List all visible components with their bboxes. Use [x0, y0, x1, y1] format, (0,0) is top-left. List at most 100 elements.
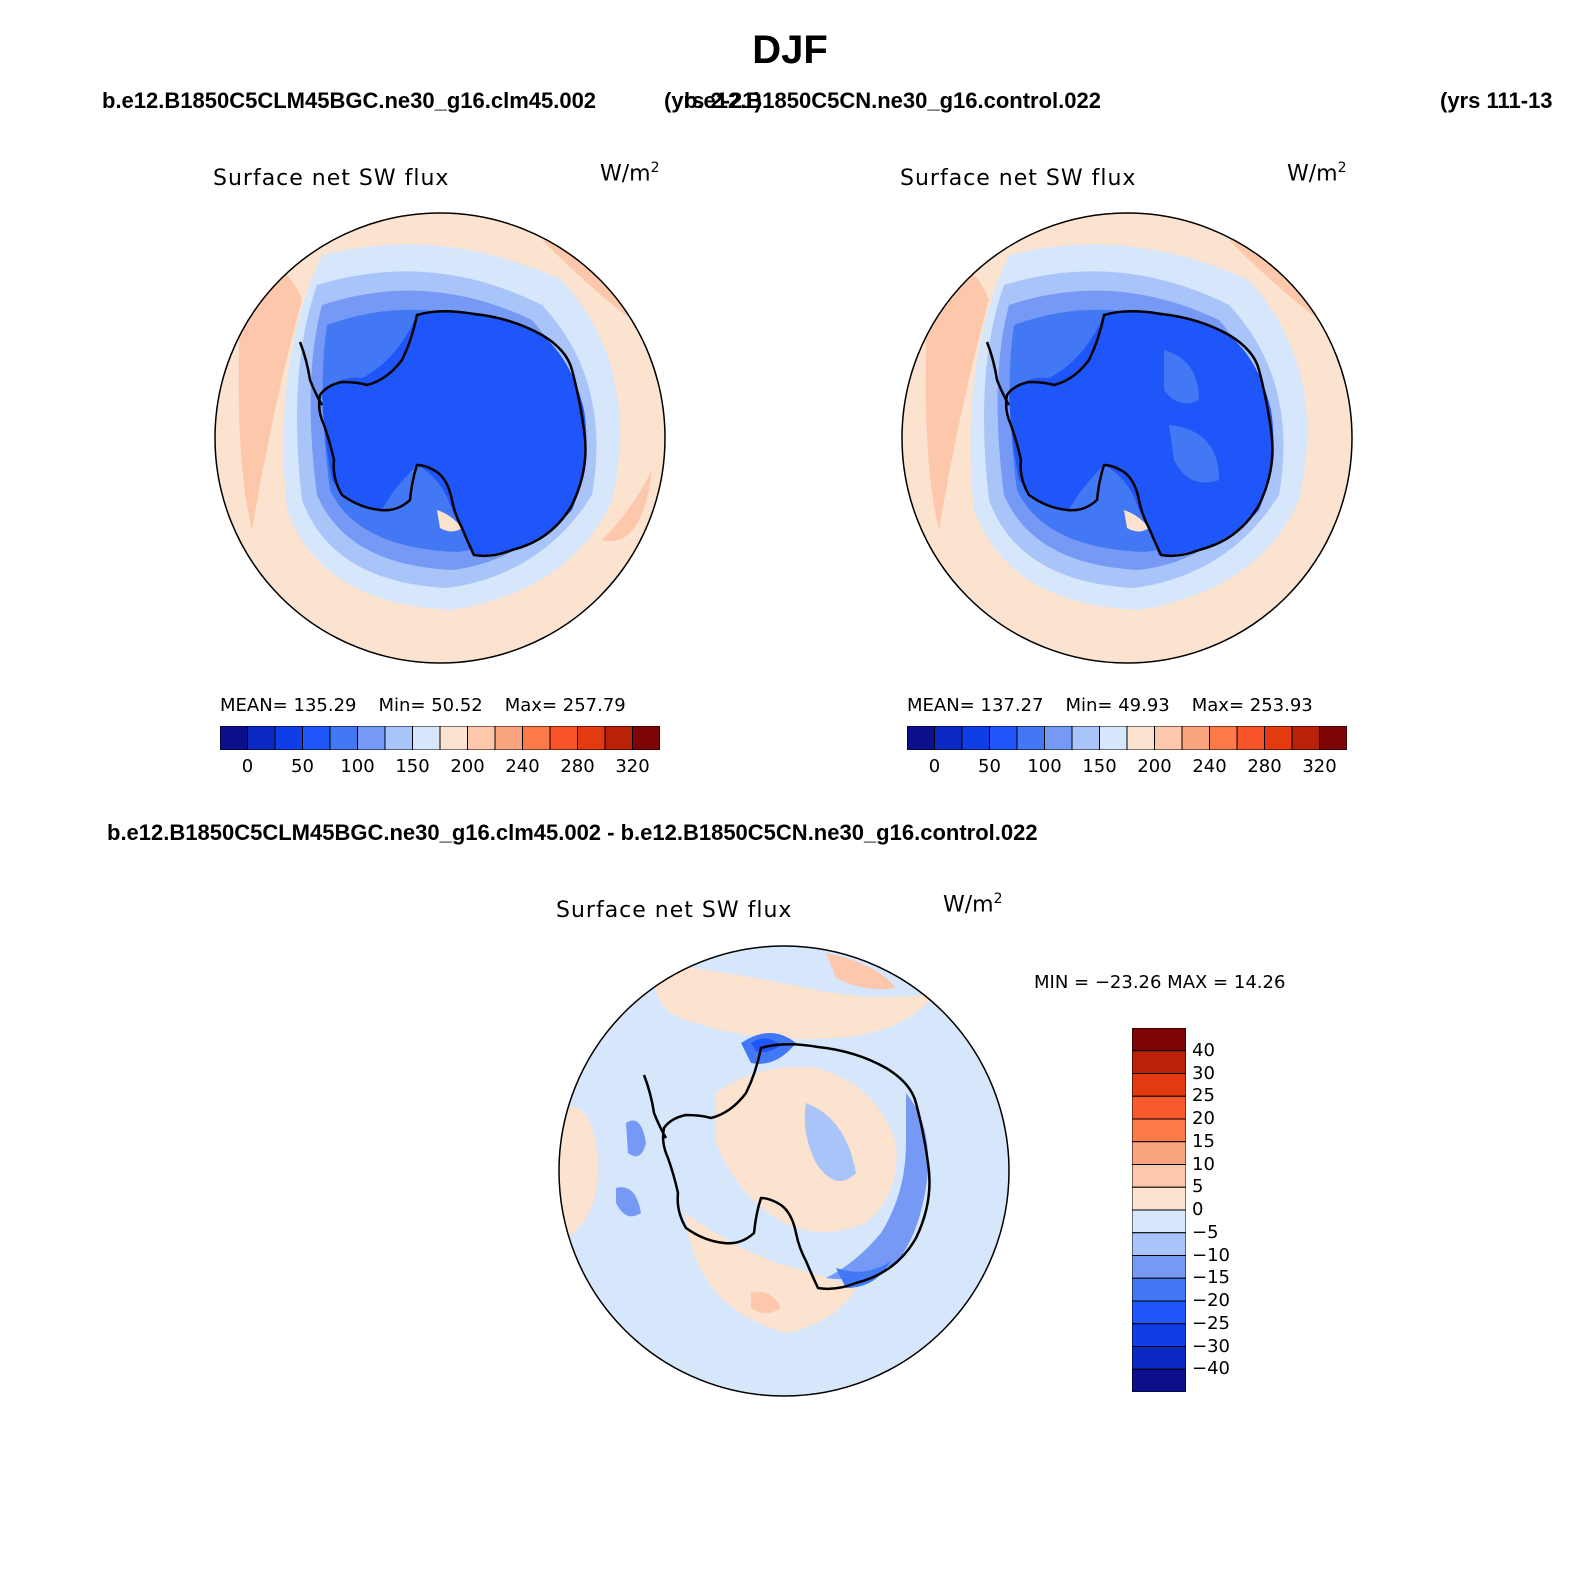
- panel1-peninsula-spot: [437, 510, 462, 532]
- panel2-colorbar-label: 320: [1302, 756, 1337, 777]
- diff-field-pos-west: [559, 1107, 598, 1243]
- panel2-polar-map: [901, 212, 1353, 664]
- panel1-field-50: [322, 311, 587, 555]
- diff-colorbar-box-8: [1132, 1209, 1186, 1234]
- diff-colorbar-label: 0: [1192, 1199, 1204, 1220]
- diff-colorbar-box-4: [1132, 1118, 1186, 1143]
- diff-colorbar-box-6: [1132, 1164, 1186, 1188]
- panel2-colorbar-box-4: [1016, 726, 1045, 750]
- panel2-mean: MEAN= 137.27: [907, 695, 1044, 716]
- diff-colorbar-label: −15: [1192, 1267, 1230, 1289]
- panel1-field-warm-se: [602, 470, 652, 542]
- panel2-field-50: [1009, 311, 1274, 555]
- diff-field-neg-east-coast: [826, 1093, 929, 1279]
- diff-field-neg-north-core: [751, 1038, 781, 1053]
- panel2-peninsula-coastline: [985, 341, 1011, 406]
- diff-colorbar-label: −40: [1192, 1358, 1230, 1380]
- panel2-colorbar-box-5: [1044, 726, 1073, 750]
- panel1-colorbar-box-4: [329, 726, 358, 750]
- diff-minmax: MIN = −23.26 MAX = 14.26: [1034, 972, 1286, 993]
- diff-polar-map: [558, 945, 1010, 1397]
- panel2-colorbar-box-8: [1126, 726, 1155, 750]
- panel1-max: Max= 257.79: [504, 695, 626, 716]
- diff-field-pos-north-10: [826, 953, 896, 990]
- diff-colorbar-box-9: [1132, 1232, 1186, 1256]
- panel2-colorbar-box-2: [961, 726, 990, 750]
- panel1-colorbar-label: 50: [291, 756, 314, 777]
- panel2-colorbar: [907, 726, 1347, 750]
- panel1-colorbar-box-8: [439, 726, 468, 750]
- diff-colorbar-label: 5: [1192, 1176, 1204, 1198]
- panel2-peninsula-spot: [1124, 510, 1149, 532]
- panel2-colorbar-box-12: [1236, 726, 1265, 750]
- panel2-colorbar-label: 50: [978, 756, 1001, 777]
- panel1-colorbar-box-15: [632, 726, 660, 750]
- panel1-min: Min= 50.52: [378, 695, 483, 716]
- diff-colorbar-label: −5: [1192, 1221, 1219, 1243]
- panel2-colorbar-box-3: [989, 726, 1018, 750]
- diff-colorbar-label: 10: [1192, 1153, 1215, 1175]
- panel1-colorbar-label: 280: [560, 756, 595, 777]
- panel2-colorbar-box-15: [1319, 726, 1347, 750]
- diff-colorbar-box-5: [1132, 1141, 1186, 1165]
- panel2-colorbar-box-0: [907, 726, 935, 750]
- panel1-colorbar-box-6: [384, 726, 413, 750]
- diff-colorbar-box-1: [1132, 1050, 1186, 1074]
- panel2-colorbar-box-10: [1181, 726, 1210, 750]
- diff-colorbar-label: 25: [1192, 1085, 1215, 1107]
- panel1-units: W/m2: [600, 160, 660, 187]
- panel1-colorbar-label: 200: [450, 756, 485, 777]
- diff-colorbar-box-0: [1132, 1028, 1186, 1052]
- panel2-colorbar-label: 0: [928, 756, 941, 777]
- panel2-field-warm-west: [925, 264, 989, 530]
- panel1-colorbar-box-3: [302, 726, 331, 750]
- diff-peninsula-coastline: [642, 1074, 668, 1139]
- panel1-polar-map: [214, 212, 666, 664]
- panel2-colorbar-box-9: [1154, 726, 1183, 750]
- panel2-colorbar-label: 280: [1247, 756, 1282, 777]
- panel1-field-warm-ne: [542, 240, 632, 320]
- panel1-mean: MEAN= 135.29: [220, 695, 357, 716]
- diff-field-pos-interior: [716, 1067, 897, 1232]
- panel1-stats: MEAN= 135.29 Min= 50.52 Max= 257.79: [220, 695, 648, 716]
- diff-map-border: [558, 945, 1010, 1397]
- panel2-colorbar-labels: 0 50 100 150 200 240 280 320: [907, 756, 1347, 780]
- diff-colorbar-box-2: [1132, 1073, 1186, 1097]
- diff-colorbar-box-12: [1132, 1300, 1186, 1325]
- diff-colorbar-labels: 40 30 25 20 15 10 5 0 −5 −10 −15 −20 −25 −30 −40: [1192, 1028, 1272, 1392]
- panel1-colorbar-box-11: [522, 726, 551, 750]
- difference-header: b.e12.B1850C5CLM45BGC.ne30_g16.clm45.002…: [107, 820, 1038, 845]
- panel2-colorbar-box-13: [1264, 726, 1293, 750]
- years-right: (yrs 111-13: [1440, 88, 1553, 113]
- panel2-colorbar-box-14: [1291, 726, 1320, 750]
- case-name-left: b.e12.B1850C5CLM45BGC.ne30_g16.clm45.002: [102, 88, 597, 113]
- panel1-colorbar-label: 240: [505, 756, 540, 777]
- diff-antarctica-coastline: [661, 1043, 931, 1291]
- panel1-antarctica-coastline: [317, 310, 587, 558]
- diff-colorbar-box-10: [1132, 1255, 1186, 1279]
- panel1-colorbar-label: 0: [241, 756, 254, 777]
- panel1-colorbar-box-5: [357, 726, 386, 750]
- diff-colorbar-label: −10: [1192, 1244, 1230, 1266]
- diff-panel-title: Surface net SW flux: [556, 898, 793, 923]
- diff-colorbar-label: 30: [1192, 1062, 1215, 1084]
- case-name-right: b.e12.B1850C5CN.ne30_g16.control.022: [684, 88, 1101, 113]
- diff-field-neg-se: [836, 1261, 891, 1288]
- panel2-min: Min= 49.93: [1065, 695, 1170, 716]
- panel1-peninsula-coastline: [298, 341, 324, 406]
- panel1-colorbar-box-13: [577, 726, 606, 750]
- panel1-map-border: [214, 212, 666, 664]
- diff-field-pos-south-10: [751, 1292, 781, 1313]
- panel2-antarctica-coastline: [1004, 310, 1274, 558]
- panel1-colorbar-box-7: [412, 726, 441, 750]
- panel2-stats: MEAN= 137.27 Min= 49.93 Max= 253.93: [907, 695, 1335, 716]
- diff-colorbar-box-14: [1132, 1346, 1186, 1370]
- panel2-colorbar-label: 150: [1082, 756, 1117, 777]
- diff-colorbar-box-11: [1132, 1277, 1186, 1302]
- panel1-title: Surface net SW flux: [213, 166, 450, 191]
- panel2-colorbar-box-11: [1209, 726, 1238, 750]
- panel2-map-border: [901, 212, 1353, 664]
- page-title: DJF: [752, 28, 828, 72]
- diff-field-neg-interior: [804, 1103, 856, 1181]
- years-left: (yrs 2-21): [664, 88, 762, 113]
